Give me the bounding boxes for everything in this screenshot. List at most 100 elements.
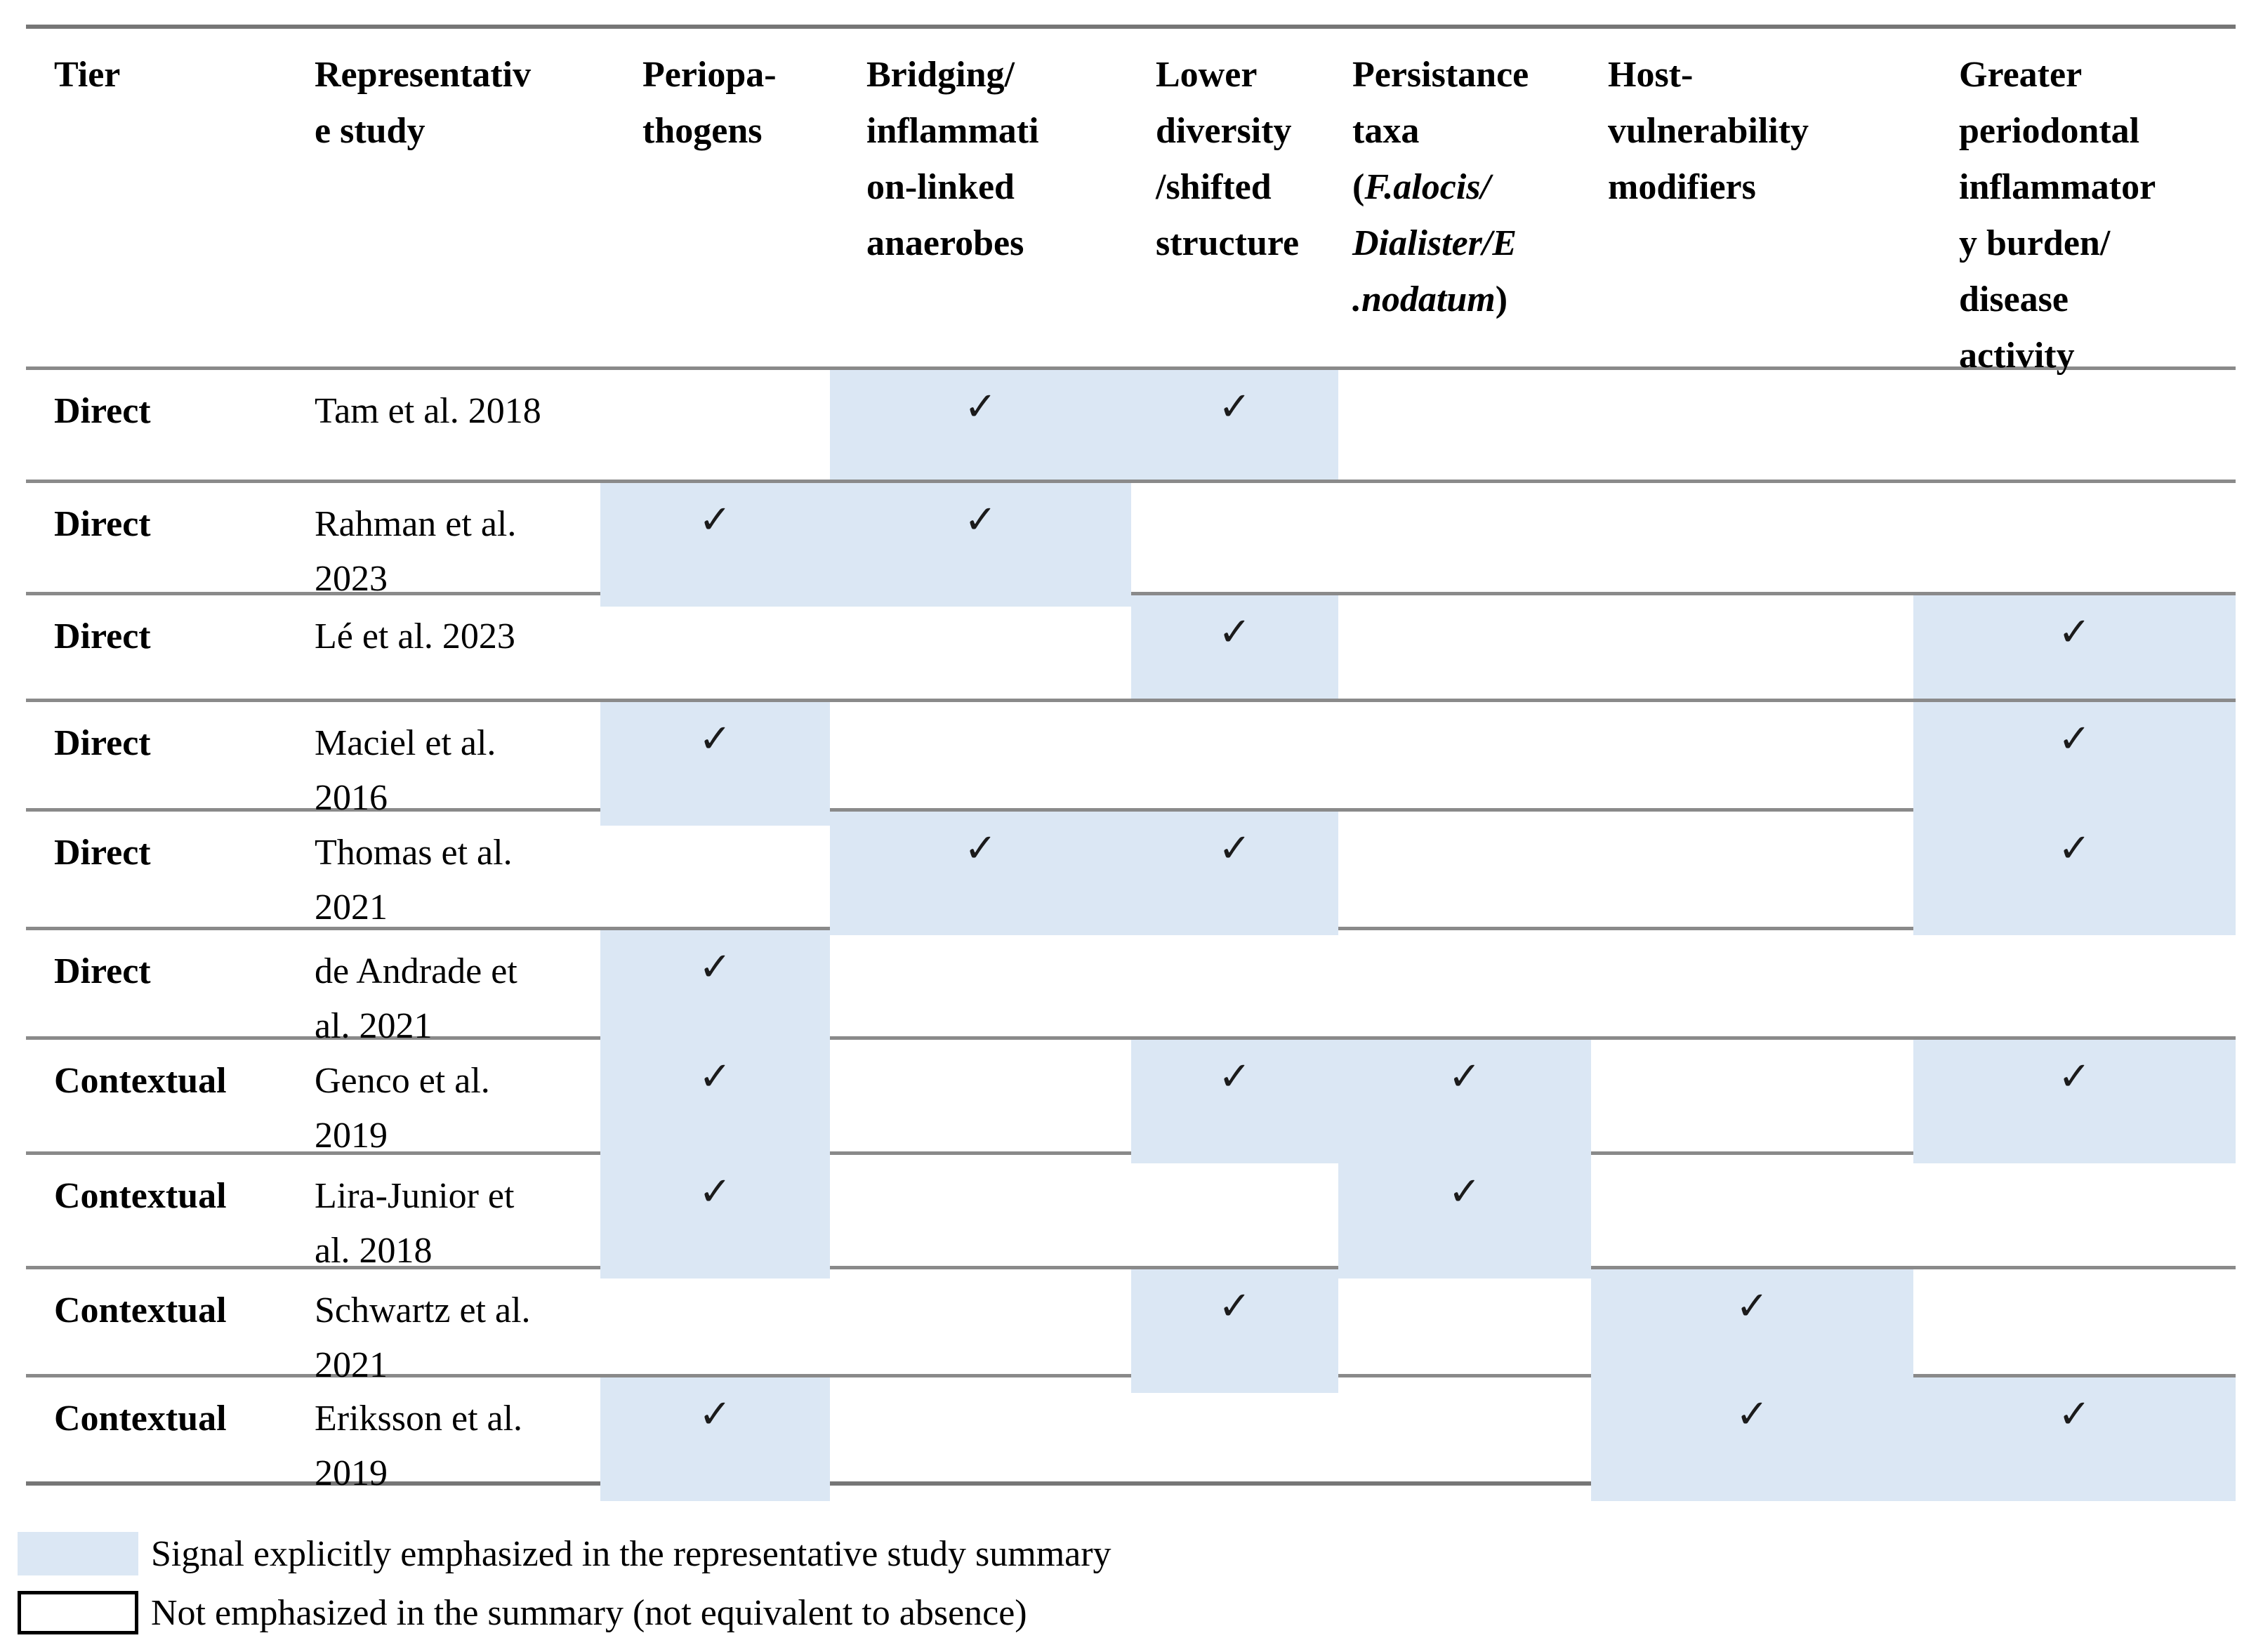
column-header-label: periodontal	[1959, 111, 2140, 151]
signal-cell-empty	[1338, 1377, 1591, 1501]
study-cell: Maciel et al. 2016	[315, 723, 496, 818]
tier-cell: Contextual	[54, 1061, 227, 1101]
signal-cell-empty	[1131, 930, 1338, 1054]
signal-cell-empty	[600, 1269, 830, 1393]
tier-cell: Direct	[54, 723, 151, 763]
signal-cell-empty	[830, 702, 1131, 826]
column-header-label: diversity	[1156, 111, 1292, 151]
signal-cell-empty	[600, 595, 830, 699]
column-header-host-vulnerability: Host- vulnerability modifiers	[1591, 29, 1913, 384]
column-header-label: Representativ	[315, 55, 532, 95]
column-header-label: disease	[1959, 279, 2069, 319]
signal-cell-emphasized: ✓	[1338, 1155, 1591, 1278]
column-header-label: on-linked	[866, 167, 1015, 207]
signal-cell-emphasized: ✓	[1591, 1269, 1913, 1393]
check-icon: ✓	[699, 1054, 732, 1099]
table-row: Direct de Andrade et al. 2021 ✓	[26, 927, 2236, 1054]
check-icon: ✓	[1736, 1283, 1769, 1329]
signal-cell-empty	[1591, 370, 1913, 480]
signal-cell-emphasized: ✓	[600, 1040, 830, 1163]
signal-cell-empty	[1591, 812, 1913, 935]
table-row: Contextual Genco et al. 2019 ✓ ✓ ✓ ✓	[26, 1036, 2236, 1163]
signal-cell-empty	[1338, 702, 1591, 826]
legend-row-not-emphasized: Not emphasized in the summary (not equiv…	[18, 1588, 2229, 1639]
check-icon: ✓	[964, 497, 997, 543]
tier-cell: Contextual	[54, 1290, 227, 1330]
signal-cell-empty	[1338, 930, 1591, 1054]
table-header-row: Tier Representativ e study Periopa- thog…	[26, 29, 2236, 376]
check-icon: ✓	[1218, 609, 1251, 655]
signal-cell-empty	[830, 1040, 1131, 1163]
check-icon: ✓	[699, 1169, 732, 1215]
check-icon: ✓	[699, 1392, 732, 1437]
signal-cell-empty	[1131, 483, 1338, 607]
signal-cell-emphasized: ✓	[1131, 1040, 1338, 1163]
signal-cell-emphasized: ✓	[1591, 1377, 1913, 1501]
signal-cell-empty	[1591, 930, 1913, 1054]
column-header-label: structure	[1156, 223, 1300, 263]
column-header-label: /shifted	[1156, 167, 1272, 207]
signal-cell-emphasized: ✓	[1913, 702, 2236, 826]
column-header-lower-diversity: Lower diversity /shifted structure	[1131, 29, 1338, 384]
column-header-label: Tier	[54, 55, 121, 95]
study-cell: Genco et al. 2019	[315, 1061, 490, 1156]
legend-swatch-not-emphasized	[18, 1591, 138, 1634]
signal-cell-empty	[1591, 702, 1913, 826]
column-header-label: inflammator	[1959, 167, 2156, 207]
signal-cell-empty	[1131, 1155, 1338, 1278]
signal-cell-emphasized: ✓	[1131, 370, 1338, 480]
column-header-label: Periopa-	[642, 55, 777, 95]
signal-cell-emphasized: ✓	[600, 930, 830, 1054]
check-icon: ✓	[964, 384, 997, 430]
signal-cell-emphasized: ✓	[600, 1377, 830, 1501]
table-row: Direct Rahman et al. 2023 ✓ ✓	[26, 480, 2236, 607]
signal-cell-empty	[1591, 1040, 1913, 1163]
signal-cell-emphasized: ✓	[1131, 595, 1338, 699]
signal-cell-emphasized: ✓	[1913, 1040, 2236, 1163]
signal-cell-emphasized: ✓	[600, 483, 830, 607]
column-header-label: Dialister/E	[1352, 223, 1517, 263]
column-header-label: modifiers	[1608, 167, 1756, 207]
tier-cell: Direct	[54, 504, 151, 544]
column-header-label: inflammati	[866, 111, 1039, 151]
signal-cell-empty	[1338, 595, 1591, 699]
table-row: Direct Thomas et al. 2021 ✓ ✓ ✓	[26, 808, 2236, 935]
column-header-tier: Tier	[26, 29, 309, 384]
tier-cell: Contextual	[54, 1399, 227, 1439]
study-cell: Lé et al. 2023	[315, 616, 515, 656]
signal-cell-emphasized: ✓	[1338, 1040, 1591, 1163]
study-cell: de Andrade et al. 2021	[315, 951, 517, 1046]
check-icon: ✓	[1736, 1392, 1769, 1437]
signal-cell-empty	[1591, 483, 1913, 607]
signal-cell-emphasized: ✓	[600, 1155, 830, 1278]
signal-cell-emphasized: ✓	[1913, 1377, 2236, 1501]
signal-cell-emphasized: ✓	[1131, 812, 1338, 935]
signal-cell-empty	[600, 370, 830, 480]
table-body: Direct Tam et al. 2018 ✓ ✓ Direct Rahman et a…	[26, 366, 2236, 1501]
signal-cell-empty	[1131, 1377, 1338, 1501]
evidence-table: Tier Representativ e study Periopa- thog…	[26, 25, 2236, 1501]
check-icon: ✓	[699, 497, 732, 543]
check-icon: ✓	[1218, 1054, 1251, 1099]
signal-cell-empty	[830, 930, 1131, 1054]
signal-cell-emphasized: ✓	[830, 370, 1131, 480]
column-header-label: Lower	[1156, 55, 1258, 95]
tier-cell: Direct	[54, 391, 151, 431]
table-row: Direct Lé et al. 2023 ✓ ✓	[26, 592, 2236, 699]
signal-cell-empty	[1913, 370, 2236, 480]
signal-cell-empty	[1591, 1155, 1913, 1278]
signal-cell-empty	[1913, 483, 2236, 607]
column-header-representative-study: Representativ e study	[309, 29, 600, 384]
signal-cell-emphasized: ✓	[600, 702, 830, 826]
signal-cell-emphasized: ✓	[1131, 1269, 1338, 1393]
signal-cell-emphasized: ✓	[1913, 595, 2236, 699]
signal-cell-empty	[830, 595, 1131, 699]
column-header-label: taxa	[1352, 111, 1420, 151]
table-row: Contextual Schwartz et al. 2021 ✓ ✓	[26, 1266, 2236, 1393]
check-icon: ✓	[1218, 384, 1251, 430]
column-header-label: (F.alocis/	[1352, 167, 1491, 207]
signal-cell-empty	[1338, 1269, 1591, 1393]
column-header-label: e study	[315, 111, 425, 151]
table-row: Direct Tam et al. 2018 ✓ ✓	[26, 366, 2236, 480]
signal-cell-empty	[1338, 370, 1591, 480]
